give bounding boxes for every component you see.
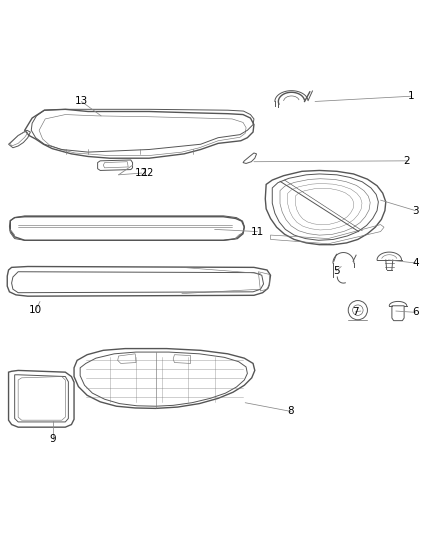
Text: 11: 11 — [251, 227, 264, 237]
Text: 10: 10 — [29, 305, 42, 315]
Text: 12: 12 — [135, 168, 148, 178]
Text: 7: 7 — [352, 307, 359, 317]
Text: 4: 4 — [412, 258, 419, 268]
Text: 1: 1 — [408, 91, 414, 101]
Text: 6: 6 — [412, 308, 419, 317]
Text: 5: 5 — [333, 266, 339, 276]
Text: 3: 3 — [412, 206, 419, 216]
Text: 12: 12 — [142, 168, 154, 178]
Text: 13: 13 — [75, 96, 88, 107]
Text: 9: 9 — [50, 434, 57, 444]
Text: 2: 2 — [403, 156, 410, 166]
Text: 8: 8 — [288, 407, 294, 416]
